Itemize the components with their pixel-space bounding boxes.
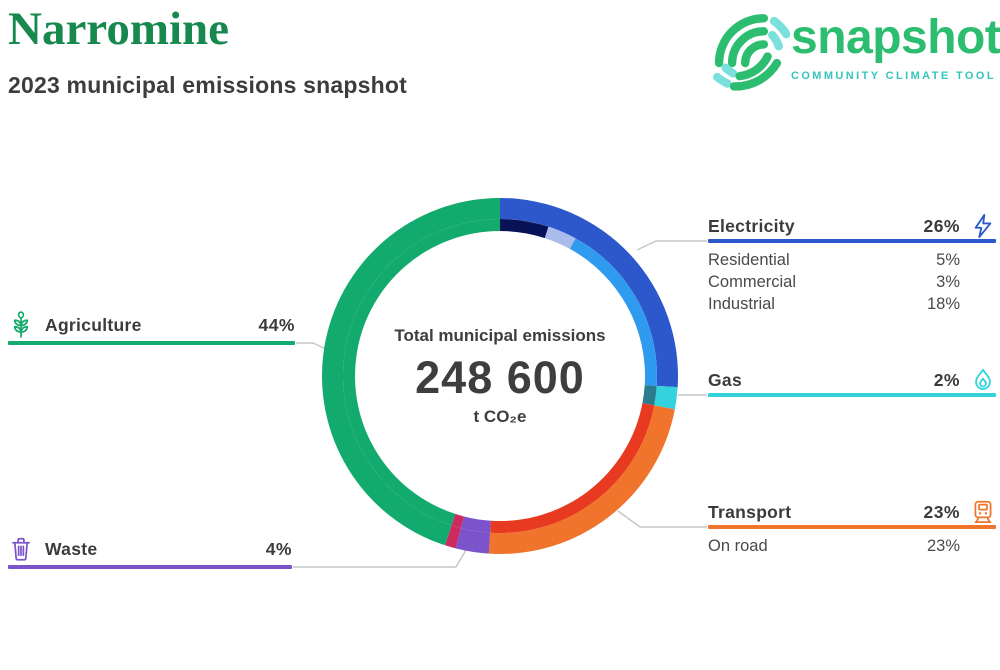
- gas-label-block: Gas 2%: [708, 368, 996, 397]
- inner-segment-transport-on-road: [490, 403, 655, 533]
- donut-center: Total municipal emissions 248 600 t CO₂e: [350, 326, 650, 427]
- leader-line: [636, 240, 707, 251]
- category-name-gas: Gas: [708, 369, 742, 390]
- category-name-electricity: Electricity: [708, 215, 795, 236]
- transport-rule: [708, 525, 996, 529]
- gas-rule: [708, 393, 996, 397]
- agriculture-plant-icon: [8, 311, 34, 339]
- total-emissions-unit: t CO₂e: [473, 407, 527, 426]
- leader-line: [296, 342, 327, 350]
- inner-segment-electricity-industrial: [569, 238, 657, 386]
- agriculture-rule: [8, 341, 295, 345]
- page-subtitle: 2023 municipal emissions snapshot: [8, 72, 408, 98]
- subsector-row: On road 23%: [708, 537, 960, 555]
- page-title: Narromine: [8, 3, 230, 55]
- inner-segment-electricity-commercial: [544, 226, 576, 249]
- subsector-row: Residential 5%: [708, 251, 960, 269]
- logo-wordmark: snapshot: [791, 11, 1000, 64]
- waste-label-block: Waste 4%: [8, 534, 292, 569]
- total-emissions-label: Total municipal emissions: [394, 326, 606, 345]
- category-pct-gas: 2%: [933, 369, 960, 390]
- category-name-waste: Waste: [45, 538, 98, 559]
- leader-line: [293, 549, 467, 568]
- category-name-agriculture: Agriculture: [45, 314, 142, 335]
- inner-segment-electricity-residential: [500, 219, 549, 239]
- subsector-row: Industrial 18%: [708, 295, 960, 313]
- electricity-icon: [970, 213, 996, 239]
- outer-segment-electricity: [500, 198, 678, 388]
- snapshot-logo-icon: [706, 2, 791, 103]
- logo-tagline: COMMUNITY CLIMATE TOOL: [791, 70, 996, 82]
- category-pct-transport: 23%: [923, 501, 960, 522]
- waste-rule: [8, 565, 292, 569]
- electricity-rule: [708, 239, 996, 243]
- snapshot-logo: snapshot COMMUNITY CLIMATE TOOL: [791, 11, 1000, 83]
- outer-segment-gas: [654, 385, 678, 410]
- agriculture-label-block: Agriculture 44%: [8, 310, 295, 345]
- leader-line: [617, 510, 707, 528]
- category-name-transport: Transport: [708, 501, 792, 522]
- outer-segment-waste: [444, 525, 461, 549]
- gas-flame-icon: [970, 367, 996, 393]
- outer-segment-waste: [455, 528, 491, 554]
- inner-segment-waste: [451, 513, 464, 529]
- inner-segment-waste: [460, 516, 491, 533]
- category-pct-waste: 4%: [265, 538, 292, 559]
- outer-segment-transport: [488, 405, 675, 554]
- total-emissions-value: 248 600: [415, 352, 585, 403]
- waste-trash-icon: [8, 535, 34, 563]
- outer-segment-agriculture: [321, 198, 500, 546]
- inner-segment-gas: [642, 385, 657, 406]
- category-pct-agriculture: 44%: [258, 314, 295, 335]
- category-pct-electricity: 26%: [923, 215, 960, 236]
- subsector-row: Commercial 3%: [708, 273, 960, 291]
- transport-label-block: Transport 23% On road 23%: [708, 500, 996, 557]
- electricity-label-block: Electricity 26% Residential 5% Commercia…: [708, 214, 996, 315]
- train-icon: [970, 499, 996, 525]
